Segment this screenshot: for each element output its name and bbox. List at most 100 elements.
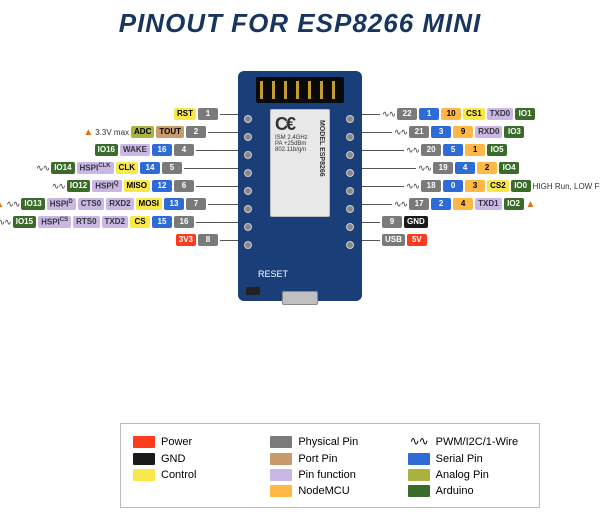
pin-row: ∿∿2139RXD0IO3 [362,125,524,139]
legend-item: Analog Pin [408,469,527,481]
legend-swatch [133,469,155,481]
pin-tag: IO3 [504,126,524,138]
pin-row: USB5V [362,233,427,247]
pin-row: ∿∿IO14HSPICLKCLK145 [36,161,238,175]
legend-swatch [408,469,430,481]
pwm-icon: ∿∿ [406,181,419,192]
legend-label: Pin function [298,469,355,481]
pin-tag: 2 [477,162,497,174]
lead-line [362,132,392,133]
reset-button-graphic [246,287,260,295]
pin-tag: IO0 [511,180,531,192]
pin-row: ▲∿∿IO13HSPIDCTS0RXD2MOSI137 [0,197,238,211]
legend-swatch [270,453,292,465]
pin-row: ∿∿1724TXD1IO2▲ [362,197,535,211]
pin-tag: 1 [465,144,485,156]
pin-tag: RTS0 [73,216,99,228]
pin-tag: MISO [124,180,150,192]
legend-swatch [408,485,430,497]
pin-tag: HSPIQ [92,180,121,192]
legend-swatch [270,469,292,481]
legend-label: Serial Pin [436,453,483,465]
lead-line [208,204,238,205]
legend-item: Port Pin [270,453,389,465]
lead-line [362,240,380,241]
pinholes-right [346,115,356,259]
pwm-icon: ∿∿ [394,127,407,138]
pin-tag: WAKE [120,144,150,156]
pin-tag: 1 [419,108,439,120]
pin-row: ∿∿22110CS1TXD0IO1 [362,107,535,121]
pin-row: ∿∿1942IO4 [362,161,519,175]
lead-line [196,222,238,223]
legend-label: Port Pin [298,453,337,465]
pin-row: ∿∿1803CS2IO0HIGH Run, LOW Flash [362,179,600,193]
legend-symbol: ∿∿ [408,434,430,449]
pin-tag: CLK [116,162,138,174]
pwm-icon: ∿∿ [0,217,11,228]
pin-tag: 19 [433,162,453,174]
pin-tag: 9 [453,126,473,138]
pin-tag: RST [174,108,196,120]
legend-swatch [270,485,292,497]
legend-label: Physical Pin [298,436,358,448]
lead-line [196,150,238,151]
pin-tag: 4 [174,144,194,156]
pin-tag: 16 [152,144,172,156]
pin-tag: 1 [198,108,218,120]
pin-tag: 12 [152,180,172,192]
pin-tag: TXD2 [102,216,128,228]
pinholes-left [244,115,254,259]
pin-row: 9GND [362,215,428,229]
pin-tag: HSPICLK [77,162,114,174]
pin-tag: 3V3 [176,234,196,246]
pin-tag: IO15 [13,216,36,228]
lead-line [362,150,404,151]
pin-tag: ADC [131,126,154,138]
pin-row: ▲3.3V maxADCTOUT2 [83,125,238,139]
legend-label: NodeMCU [298,485,349,497]
pin-tag: 14 [140,162,160,174]
pin-tag: 20 [421,144,441,156]
pin-tag: 21 [409,126,429,138]
pin-tag: CTS0 [78,198,104,210]
legend-item: Control [133,469,252,481]
pin-tag: 18 [421,180,441,192]
reset-label: RESET [258,269,288,279]
pin-row: ▲∿∿IO15HSPICSRTS0TXD2CS1516 [0,215,238,229]
legend-item: GND [133,453,252,465]
pin-tag: IO5 [487,144,507,156]
pin-tag: MOSI [136,198,162,210]
model-label: MODEL ESP8266 [318,120,325,177]
legend-swatch [133,453,155,465]
pwm-icon: ∿∿ [36,163,49,174]
pin-row: RST1 [174,107,238,121]
pin-tag: CS [130,216,150,228]
legend-swatch [270,436,292,448]
lead-line [362,114,380,115]
pin-tag: 5V [407,234,427,246]
legend-label: GND [161,453,185,465]
legend-label: Arduino [436,485,474,497]
legend-item [133,485,252,497]
pin-tag: 6 [174,180,194,192]
pwm-icon: ∿∿ [52,181,65,192]
pin-tag: USB [382,234,405,246]
legend: PowerPhysical Pin∿∿PWM/I2C/1-WireGNDPort… [120,423,540,508]
lead-line [184,168,238,169]
legend-item: Physical Pin [270,434,389,449]
pin-tag: CS1 [463,108,485,120]
pin-row: ∿∿IO12HSPIQMISO126 [52,179,238,193]
pin-tag: RXD2 [106,198,133,210]
legend-label: Control [161,469,196,481]
pin-tag: 5 [162,162,182,174]
pin-tag: HSPICS [38,216,71,228]
lead-line [362,168,416,169]
pin-tag: HSPID [47,198,76,210]
warn-icon: ▲ [0,199,4,210]
pin-tag: 13 [164,198,184,210]
pin-tag: 3 [465,180,485,192]
antenna [256,77,344,103]
lead-line [196,186,238,187]
pin-tag: 4 [453,198,473,210]
